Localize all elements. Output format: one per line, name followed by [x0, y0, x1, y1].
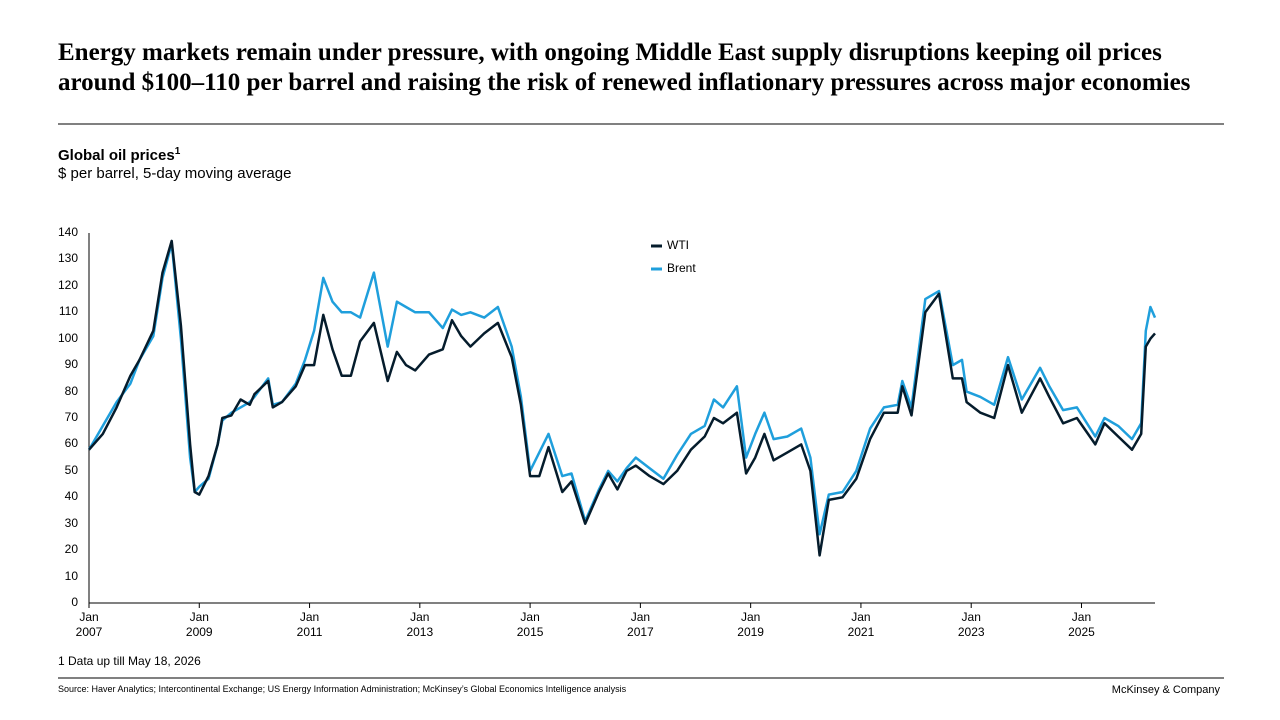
footnote: 1 Data up till May 18, 2026 — [58, 654, 201, 668]
x-tick-label: Jan 2007 — [75, 610, 103, 639]
x-tick-label: Jan 2011 — [296, 610, 323, 639]
page-title: Energy markets remain under pressure, wi… — [58, 39, 1191, 96]
y-tick-label: 50 — [64, 462, 78, 477]
y-tick-label: 110 — [58, 304, 78, 319]
y-tick-label: 80 — [64, 383, 78, 398]
y-tick-label: 90 — [64, 357, 78, 372]
chart-subtitle: $ per barrel, 5-day moving average — [58, 165, 292, 182]
y-tick-label: 120 — [57, 277, 78, 292]
y-tick-label: 20 — [64, 542, 78, 557]
y-tick-label: 40 — [64, 489, 78, 504]
legend-label: WTI — [667, 238, 689, 252]
x-tick-label: Jan 2025 — [1068, 610, 1095, 639]
brand: McKinsey & Company — [1111, 684, 1220, 696]
x-tick-label: Jan 2013 — [406, 610, 434, 639]
footnote-marker: 1 — [174, 146, 181, 157]
x-tick-label: Jan 2009 — [185, 610, 213, 639]
y-tick-label: 130 — [57, 251, 78, 266]
x-tick-label: Jan 2021 — [847, 610, 875, 639]
x-tick-label: Jan 2017 — [627, 610, 654, 639]
y-tick-label: 0 — [71, 595, 78, 609]
x-tick-label: Jan 2019 — [737, 610, 764, 639]
series-line — [88, 239, 1156, 557]
x-tick-label: Jan 2023 — [957, 610, 985, 639]
source: Source: Haver Analytics; Intercontinenta… — [58, 684, 627, 694]
y-tick-label: 60 — [64, 436, 78, 451]
y-tick-label: 70 — [64, 410, 78, 424]
chart-title: Global oil prices1 — [58, 146, 180, 164]
y-tick-label: 30 — [64, 515, 78, 530]
y-tick-label: 10 — [64, 568, 78, 583]
y-tick-label: 100 — [57, 330, 78, 345]
chart-title-text: Global oil prices — [58, 147, 175, 164]
x-tick-label: Jan 2015 — [516, 610, 544, 639]
series-line — [87, 242, 1157, 536]
y-tick-label: 140 — [57, 225, 78, 239]
legend-label: Brent — [667, 261, 696, 275]
